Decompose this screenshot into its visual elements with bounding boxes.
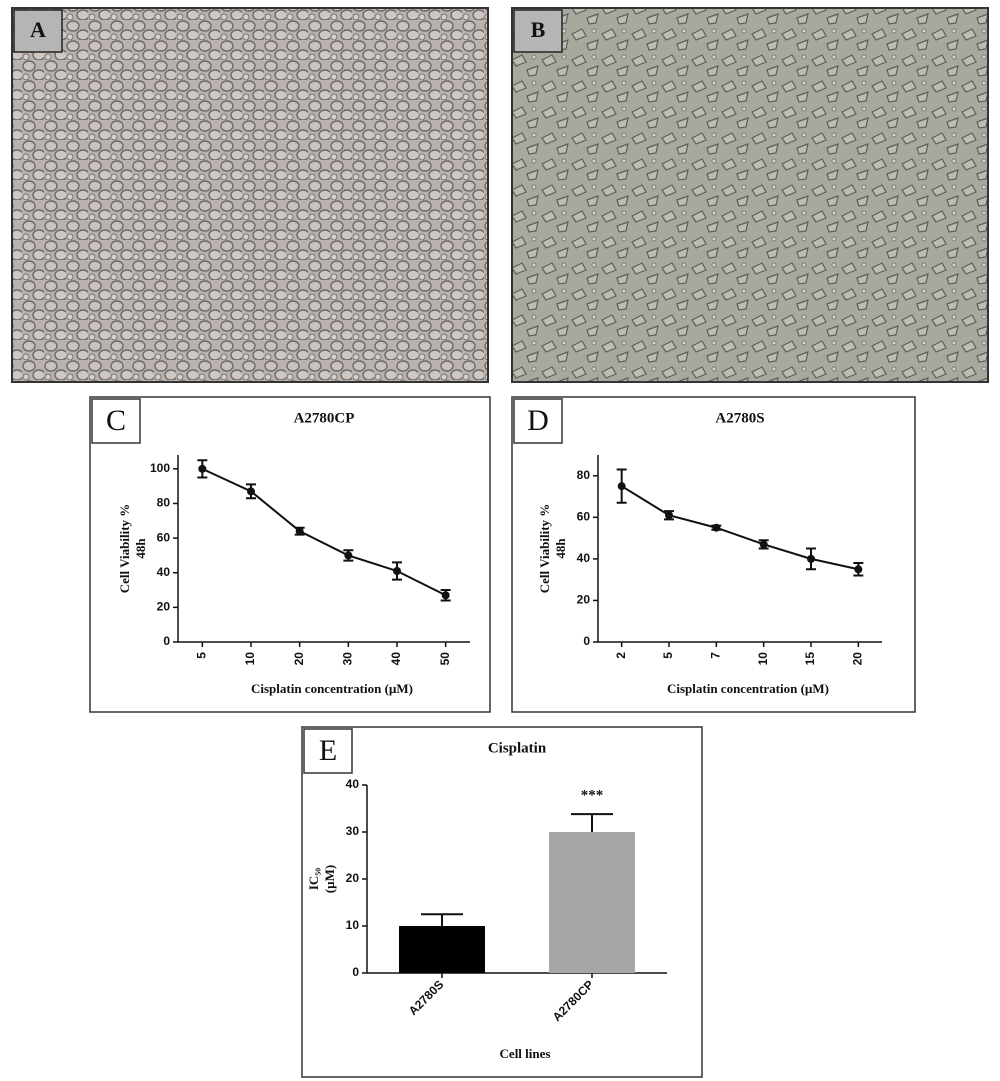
y-tick-label: 30 bbox=[346, 824, 360, 838]
marker bbox=[441, 591, 450, 600]
x-tick-label: 50 bbox=[438, 652, 452, 666]
y-axis-label: 48h bbox=[133, 538, 148, 559]
marker bbox=[393, 567, 401, 576]
y-tick-label: 80 bbox=[577, 468, 591, 482]
x-tick-label: 20 bbox=[292, 652, 306, 666]
panel-frame bbox=[301, 726, 703, 1078]
bar bbox=[399, 926, 485, 973]
y-axis-label: (µM) bbox=[322, 865, 337, 893]
y-tick-label: 80 bbox=[157, 496, 171, 510]
y-axis-label: 48h bbox=[553, 538, 568, 559]
panel-label-box bbox=[303, 728, 353, 774]
panel-label: E bbox=[319, 734, 337, 767]
chart-title: A2780CP bbox=[294, 410, 355, 426]
marker bbox=[198, 464, 207, 473]
x-tick-label: 7 bbox=[709, 652, 723, 659]
x-tick-label: 20 bbox=[851, 652, 865, 666]
panel-label: C bbox=[106, 404, 126, 437]
panel-label-box bbox=[91, 398, 141, 444]
x-tick-label: A2780CP bbox=[550, 977, 597, 1024]
x-tick-label: 40 bbox=[389, 652, 403, 666]
y-tick-label: 40 bbox=[157, 565, 171, 579]
marker bbox=[854, 565, 863, 574]
x-tick-label: 5 bbox=[195, 652, 209, 659]
y-axis-label: Cell Viability % bbox=[537, 504, 552, 594]
marker bbox=[807, 554, 815, 563]
panel-frame bbox=[511, 396, 916, 713]
chart-title: Cisplatin bbox=[488, 740, 547, 756]
y-tick-label: 20 bbox=[157, 600, 171, 614]
micrograph bbox=[11, 7, 489, 383]
marker bbox=[295, 527, 304, 536]
x-axis-label: Cisplatin concentration (µM) bbox=[667, 681, 829, 696]
y-tick-label: 100 bbox=[150, 461, 170, 475]
y-axis-label: IC₅₀ bbox=[306, 868, 321, 890]
panel-label-box bbox=[13, 9, 63, 53]
line bbox=[621, 485, 859, 571]
x-tick-label: A2780S bbox=[406, 977, 447, 1018]
y-tick-label: 20 bbox=[346, 871, 360, 885]
panel-label-box bbox=[513, 398, 563, 444]
marker bbox=[344, 551, 353, 560]
panel-label: A bbox=[30, 17, 46, 42]
y-tick-label: 60 bbox=[577, 510, 591, 524]
y-tick-label: 10 bbox=[346, 918, 360, 932]
x-tick-label: 10 bbox=[756, 652, 770, 666]
error-bar bbox=[421, 913, 463, 926]
chart-title: A2780S bbox=[715, 410, 764, 426]
marker bbox=[617, 482, 626, 491]
marker bbox=[759, 540, 768, 549]
x-tick-label: 30 bbox=[341, 652, 355, 666]
error-bar bbox=[571, 813, 613, 832]
x-tick-label: 5 bbox=[661, 652, 675, 659]
x-tick-label: 2 bbox=[614, 652, 628, 659]
line bbox=[201, 467, 447, 597]
micrograph bbox=[511, 7, 989, 383]
marker bbox=[247, 487, 255, 496]
y-tick-label: 0 bbox=[352, 965, 359, 979]
y-tick-label: 60 bbox=[157, 530, 171, 544]
panel-frame bbox=[89, 396, 491, 713]
y-tick-label: 40 bbox=[577, 551, 591, 565]
annotation: *** bbox=[581, 788, 604, 804]
x-axis-label: Cisplatin concentration (µM) bbox=[251, 681, 413, 696]
marker bbox=[712, 523, 721, 532]
panel-label: B bbox=[531, 17, 546, 42]
y-tick-label: 0 bbox=[583, 634, 590, 648]
y-axis-label: Cell Viability % bbox=[117, 504, 132, 594]
bar bbox=[549, 832, 635, 973]
x-tick-label: 15 bbox=[803, 652, 817, 666]
y-tick-label: 0 bbox=[163, 634, 170, 648]
y-tick-label: 20 bbox=[577, 593, 591, 607]
panel-label: D bbox=[527, 404, 549, 437]
y-tick-label: 40 bbox=[346, 777, 360, 791]
x-axis-label: Cell lines bbox=[500, 1046, 551, 1061]
marker bbox=[665, 511, 673, 520]
x-tick-label: 10 bbox=[243, 652, 257, 666]
panel-label-box bbox=[513, 9, 563, 53]
